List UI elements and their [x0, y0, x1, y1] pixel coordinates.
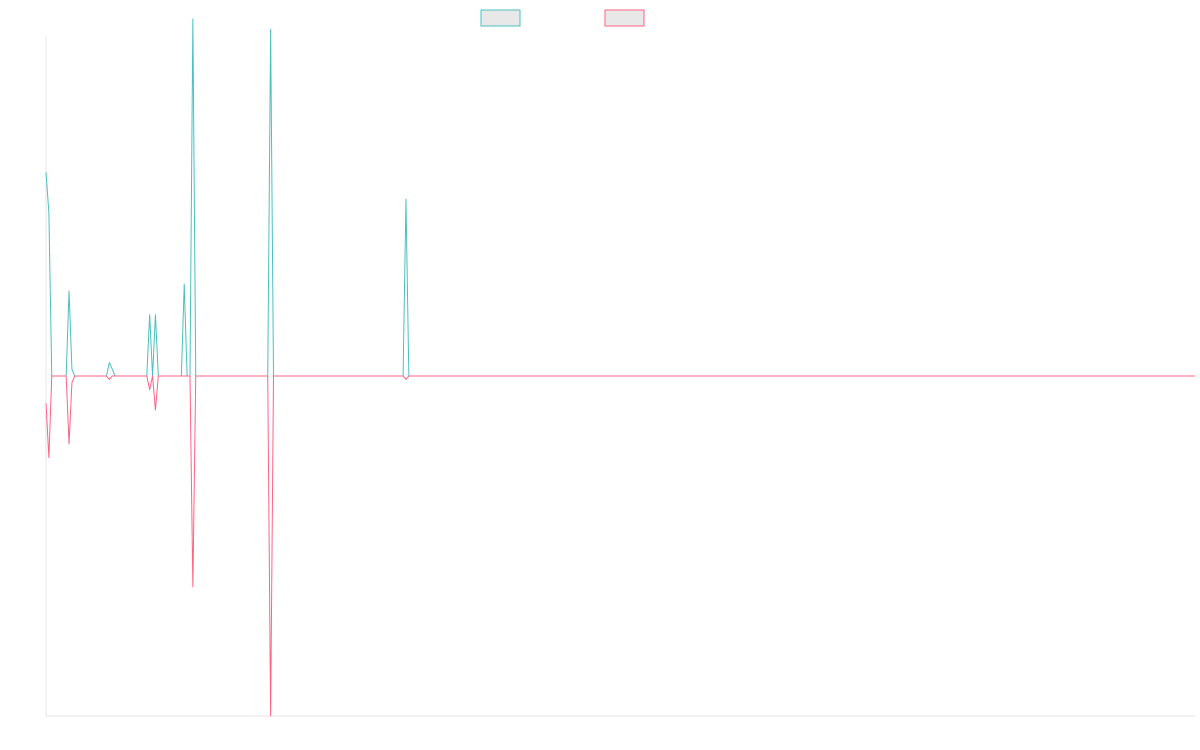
legend-swatch-2[interactable]: [604, 9, 645, 27]
axes: [45, 36, 1195, 717]
legend-swatch-1[interactable]: [480, 9, 521, 27]
series-line-1: [45, 18, 1195, 377]
series-layer: [45, 18, 1195, 717]
series-line-2: [45, 375, 1195, 717]
legend: [480, 9, 645, 27]
